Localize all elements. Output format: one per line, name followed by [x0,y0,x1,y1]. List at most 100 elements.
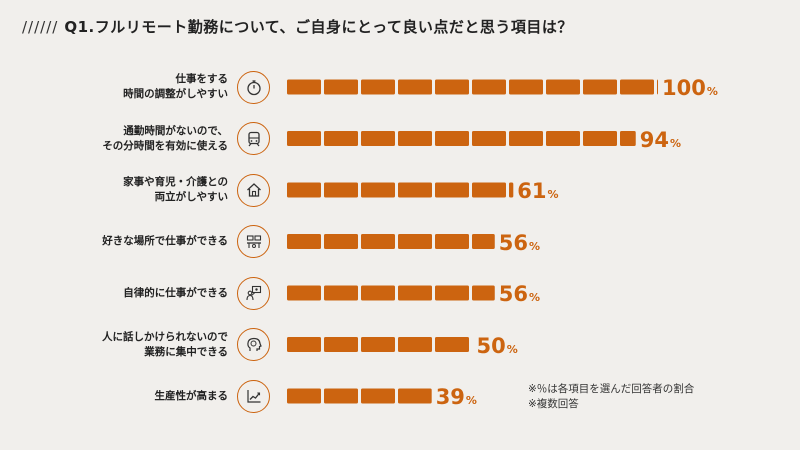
value-unit: % [528,291,541,304]
bar-segment [546,131,580,146]
bar-segment [324,234,358,249]
bar [287,182,514,198]
bar-segment [620,131,636,146]
bar-segment [398,337,432,352]
bar-segment [324,285,358,301]
bar-segment [398,388,432,404]
category-label-line: 自律的に仕事ができる [123,286,228,299]
bar [287,234,495,249]
line-chart-icon [237,379,270,413]
category-label: 人に話しかけられないので業務に集中できる [38,330,228,360]
bar [287,131,636,146]
bar-segment [398,234,432,249]
bar-segment [361,131,395,146]
value-number: 56 [498,282,528,306]
bar-segment [657,79,658,95]
bar-segment [287,79,321,95]
bar-segment [287,182,321,198]
presenter-icon [237,276,270,310]
value-label: 61% [517,179,558,203]
value-unit: % [669,136,681,150]
category-label-line: 時間の調整がしやすい [123,88,228,100]
bar [287,388,432,404]
bar-segment [324,182,358,198]
bar-segment [361,182,395,198]
bar-segment [472,234,495,249]
bar-segment [435,131,469,146]
category-label-line: 家事や育児・介護との [123,176,228,188]
category-label-line: 生産性が高まる [154,389,229,402]
value-number: 39 [435,385,465,409]
bar-segment [287,234,321,249]
bar-segment [324,79,358,95]
bar-segment [398,131,432,146]
category-label: 通勤時間がないので、その分時間を有効に使える [38,124,228,154]
category-label-line: 好きな場所で仕事ができる [102,235,228,247]
category-label-line: 業務に集中できる [144,345,228,358]
bar-segment [287,337,321,352]
value-number: 50 [476,333,506,358]
value-label: 100% [662,76,718,100]
bar-segment [435,182,469,198]
stopwatch-icon [237,70,270,104]
bar [287,285,495,301]
value-unit: % [706,85,718,98]
bar-segment [472,131,506,146]
category-label: 好きな場所で仕事ができる [38,234,228,249]
value-unit: % [465,394,477,407]
category-label-line: その分時間を有効に使える [102,139,228,152]
bar [287,79,658,95]
bar-segment [435,285,469,301]
workspace-icon [237,225,270,258]
bar-segment [509,131,543,146]
brain-head-icon [237,328,270,361]
bar-segment [509,182,514,198]
bar-segment [509,79,543,95]
bar-segment [472,285,495,301]
train-icon [237,122,270,155]
bar-segment [361,388,395,404]
bar-segment [361,285,395,301]
value-number: 56 [498,230,528,255]
chart-title: ////// Q1.フルリモート勤務について、ご自身にとって良い点だと思う項目は？ [22,16,573,37]
bar-segment [583,131,617,146]
footnote-line: ※複数回答 [528,398,579,410]
value-label: 50% [477,334,518,358]
bar [287,337,469,352]
bar-segment [361,337,395,352]
footnote-line: ※％は各項目を選んだ回答者の割合 [528,383,695,395]
category-label: 仕事をする時間の調整がしやすい [38,72,228,102]
bar-segment [324,131,358,146]
category-label-line: 人に話しかけられないので [102,330,228,343]
title-text: Q1.フルリモート勤務について、ご自身にとって良い点だと思う項目は？ [64,18,573,36]
category-label-line: 仕事をする [175,73,229,85]
value-number: 61 [517,179,547,203]
bar-segment [287,131,321,146]
value-label: 56% [499,231,540,255]
bar-segment [361,234,395,249]
value-label: 56% [499,282,540,306]
value-number: 94 [639,127,669,152]
category-label: 自律的に仕事ができる [38,286,228,301]
bar-segment [324,337,358,352]
bar-segment [324,388,358,404]
value-unit: % [506,342,518,356]
category-label-line: 両立がしやすい [154,191,228,203]
bar-segment [472,182,506,198]
bar-segment [435,79,469,95]
bar-segment [546,79,580,95]
category-label-line: 通勤時間がないので、 [123,124,228,137]
value-label: 39% [436,385,477,409]
category-label: 生産性が高まる [38,389,229,404]
bar-segment [361,79,395,95]
bar-segment [398,285,432,301]
house-icon [237,173,270,207]
category-label: 家事や育児・介護との両立がしやすい [38,175,228,205]
bar-segment [583,79,617,95]
value-unit: % [547,188,559,201]
value-number: 100 [662,76,706,100]
title-slashes: ////// [22,18,59,36]
bar-segment [620,79,654,95]
bar-segment [287,285,321,301]
